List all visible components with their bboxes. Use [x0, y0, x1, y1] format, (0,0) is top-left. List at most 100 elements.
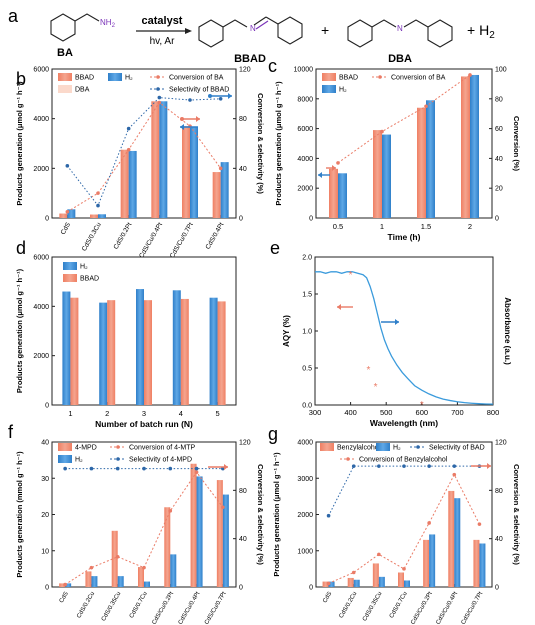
line-point: [452, 464, 457, 468]
bar-h2: [378, 576, 385, 587]
bar-h2: [62, 291, 71, 405]
y2-tick-label: 40: [495, 156, 503, 163]
x-tick-label: CdS: [59, 591, 70, 604]
axis-indicator-arrowhead: [395, 319, 399, 325]
y-tick-label: 2000: [33, 353, 49, 360]
absorbance-curve: [315, 271, 494, 405]
bar-h2: [190, 127, 198, 218]
line-point: [218, 166, 223, 171]
bar-h2: [170, 554, 177, 587]
x-tick-label: CdS/0.2Pt: [113, 221, 134, 250]
y-tick-label: 10: [41, 548, 49, 555]
aqy-point: *: [349, 270, 353, 281]
bar-4-mpd: [190, 463, 197, 587]
bar-bbad: [329, 168, 338, 218]
line-point: [126, 126, 131, 131]
legend-label: H₂: [393, 445, 401, 452]
y-tick-label: 0: [45, 216, 49, 223]
y2-tick-label: 100: [495, 67, 507, 74]
axis-indicator-arrowhead: [224, 464, 228, 470]
y2-tick-label: 40: [495, 536, 503, 543]
line-point: [168, 466, 173, 471]
bar-bbad: [120, 149, 129, 218]
legend-swatch: [58, 455, 72, 463]
line-point: [424, 104, 428, 109]
axis-indicator-arrowhead: [180, 124, 184, 130]
axis-indicator-dot: [208, 94, 212, 98]
legend-swatch: [322, 73, 336, 81]
line-point: [194, 466, 199, 471]
y2-tick-label: 0: [239, 585, 243, 592]
bar-4-mpd: [164, 507, 171, 587]
bar-4-mpd: [111, 530, 118, 587]
legend-swatch: [63, 262, 77, 270]
x-tick-label: 400: [344, 408, 357, 417]
x-tick-label: 4: [179, 409, 183, 418]
panel-label-g: g: [268, 424, 278, 444]
y2-tick-label: 40: [239, 536, 247, 543]
y-tick-label: 2000: [33, 166, 49, 173]
panel-e-chart: 300 400 500 600 700 800 0.0 0.5 1.0 1.5 2.0 * * * * Wav…: [282, 255, 512, 429]
legend-label: Conversion of BA: [391, 75, 446, 82]
aqy-point: *: [374, 382, 378, 393]
axis-indicator-arrowhead: [332, 165, 336, 171]
x-tick-label: CdS/Cu/0.4Pt: [435, 591, 459, 625]
bar-bbad: [373, 130, 382, 218]
line-point: [402, 464, 406, 468]
legend-swatch: [58, 443, 72, 451]
plus-h2: + H2: [467, 22, 495, 41]
x-tick-label: 1: [380, 222, 384, 231]
bar-h2: [220, 162, 229, 218]
legend-marker: [416, 445, 420, 449]
panel-label-e: e: [270, 238, 280, 258]
y2-tick-label: 0: [495, 216, 499, 223]
bar-benzylalcohol: [473, 539, 480, 587]
x-tick-label: 5: [216, 409, 220, 418]
line-point: [65, 164, 70, 168]
y2-axis-label: Absorbance (a.u.): [503, 297, 512, 365]
y-tick-label: 2000: [297, 512, 313, 519]
bar-benzylalcohol: [423, 539, 430, 587]
y-tick-label: 1.5: [302, 292, 312, 299]
x-tick-label: CdS/Cu/0.4Pt: [138, 221, 164, 259]
y-axis-label: Products generation (μmol g⁻¹ h⁻¹): [272, 452, 281, 577]
panel-label-b: b: [16, 69, 26, 89]
ba-amine-group: NH2: [100, 18, 116, 29]
line-point: [377, 464, 381, 468]
legend-swatch: [108, 73, 122, 81]
bar-bbad: [90, 214, 98, 218]
y2-axis-label: Conversion & selectivity (%): [512, 464, 521, 565]
y-tick-label: 6000: [297, 126, 313, 133]
bar-bbad: [144, 300, 152, 405]
legend-marker: [156, 87, 160, 91]
line-point: [142, 565, 146, 570]
benzene-ring-bbad-left: [198, 19, 224, 48]
axis-indicator-arrowhead: [487, 463, 491, 469]
bar-h2: [479, 543, 486, 587]
bar-h2: [99, 302, 108, 405]
line-point: [126, 147, 131, 152]
line-point: [96, 203, 100, 208]
y-tick-label: 10000: [294, 67, 314, 74]
x-tick-label: 3: [142, 409, 146, 418]
legend-label: BBAD: [339, 75, 358, 82]
legend-label: DBA: [75, 87, 90, 94]
bar-h2: [470, 74, 479, 219]
line-point: [221, 505, 225, 510]
y2-axis-label: Conversion (%): [512, 116, 521, 172]
catalyst-label: catalyst: [142, 15, 183, 27]
x-tick-label: CdS/0.2Cu: [339, 591, 359, 619]
line-point: [63, 582, 67, 587]
y-tick-label: 1000: [297, 548, 313, 555]
bbad-right-chain: [265, 16, 279, 25]
line-point: [115, 554, 120, 559]
line-point: [336, 161, 340, 165]
legend-swatch: [63, 274, 77, 282]
bar-h2: [426, 100, 435, 218]
y2-axis-label: Conversion & selectivity (%): [256, 93, 265, 194]
legend-swatch: [58, 85, 72, 93]
line-point: [380, 129, 384, 134]
line-point: [351, 570, 356, 575]
line-point: [326, 513, 331, 518]
y-tick-label: 0: [45, 403, 49, 410]
